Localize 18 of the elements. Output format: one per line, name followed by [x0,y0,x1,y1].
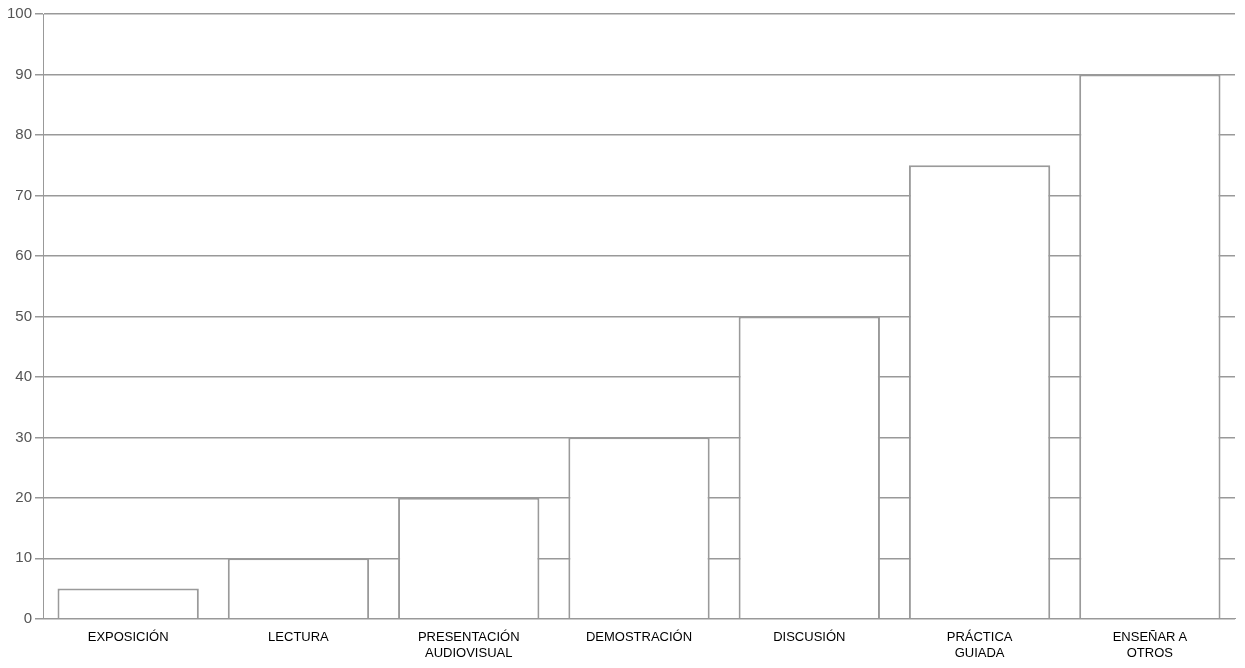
x-tick-label: DEMOSTRACIÓN [585,629,693,645]
y-tick-label: 40 [15,367,33,385]
y-tick-label: 0 [23,608,33,626]
y-tick-label: 20 [15,487,33,505]
y-tick-label: 50 [15,306,33,324]
y-tick-label: 30 [15,427,33,445]
y-tick-label: 100 [7,4,33,22]
x-tick-label: PRESENTACIÓN AUDIOVISUAL [417,629,520,660]
x-tick-label: PRÁCTICA GUIADA [946,629,1013,660]
x-tick-label: LECTURA [268,629,330,645]
x-tick-label: EXPOSICIÓN [87,629,169,645]
x-tick-label: DISCUSIÓN [773,629,846,645]
y-tick-label: 90 [15,64,33,82]
y-tick-label: 80 [15,125,33,143]
y-tick-label: 70 [15,185,33,203]
y-tick-label: 10 [15,548,33,566]
x-tick-label: ENSEÑAR A OTROS [1112,629,1188,660]
y-tick-label: 60 [15,246,33,264]
